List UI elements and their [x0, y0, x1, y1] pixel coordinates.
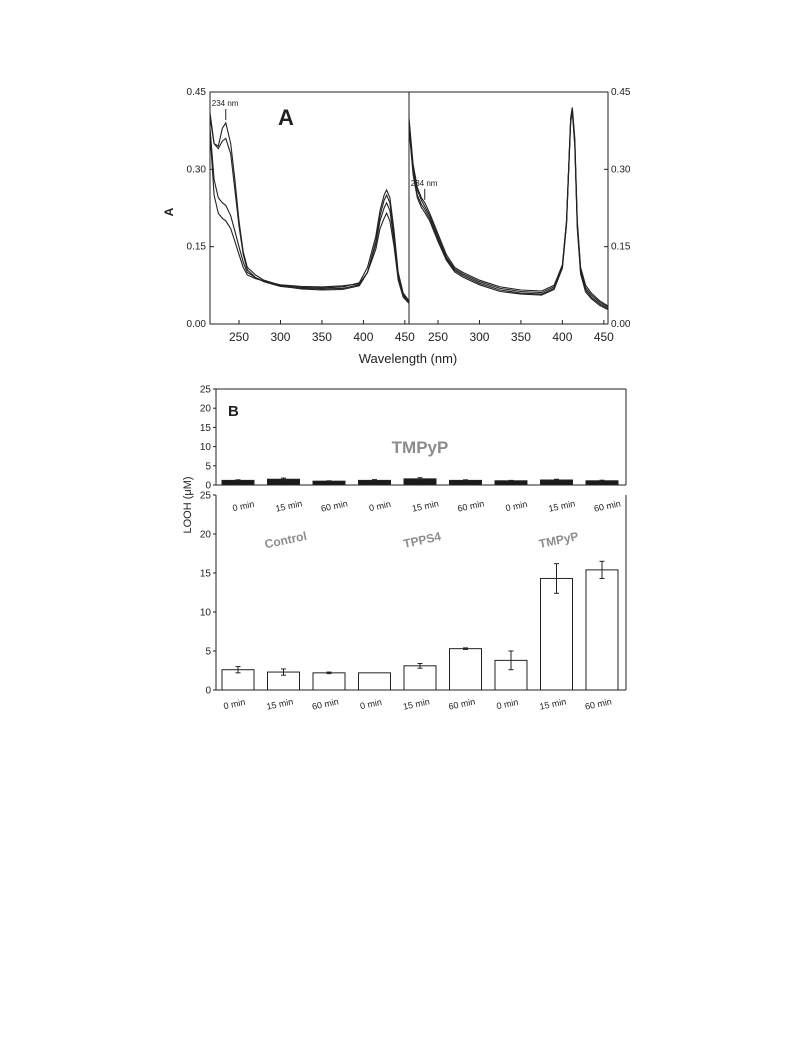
x-tick-label: 350 — [511, 330, 531, 344]
x-tick-label: 400 — [552, 330, 572, 344]
category-label: 60 min — [593, 498, 622, 513]
category-label: 15 min — [402, 696, 431, 711]
category-label: 15 min — [275, 498, 304, 513]
spectrum-line-1 — [210, 112, 409, 302]
panel-b: B LOOH (μM) TMPyP 0 5 10 15 20 25 0 min 15 min 6… — [182, 385, 627, 712]
spectrum-line-3 — [210, 128, 409, 303]
y-tick-label: 0.00 — [611, 319, 631, 330]
category-label: 15 min — [548, 498, 577, 513]
annotation-label: 234 nm — [212, 99, 239, 108]
spectrum-line-2 — [210, 117, 409, 303]
y-tick-label: 10 — [200, 442, 212, 453]
x-tick-label: 250 — [229, 330, 249, 344]
y-tick-label: 25 — [200, 491, 212, 502]
spectrum-line-4 — [409, 111, 608, 311]
x-tick-label: 300 — [469, 330, 489, 344]
panel-b-letter: B — [228, 403, 239, 420]
category-label: 60 min — [457, 498, 486, 513]
y-tick-label: 0.45 — [611, 87, 631, 98]
y-tick-label: 0 — [205, 481, 211, 492]
bar-8 — [540, 577, 573, 691]
group-label: TMPyP — [538, 529, 580, 551]
spectrum-line-3 — [409, 109, 608, 309]
panel-a-letter: A — [278, 105, 294, 130]
spectrum-line-2 — [409, 108, 608, 308]
bar-4 — [358, 672, 391, 691]
group-label: Control — [263, 529, 308, 552]
y-tick-label: 5 — [205, 647, 211, 658]
spectrum-line-4 — [210, 133, 409, 304]
y-tick-label: 10 — [200, 608, 212, 619]
x-tick-label: 400 — [353, 330, 373, 344]
y-tick-label: 0.00 — [187, 319, 207, 330]
y-tick-label: 0.30 — [611, 164, 631, 175]
y-tick-label: 0.15 — [187, 242, 207, 253]
group-label: TPPS4 — [402, 529, 442, 551]
category-label: 0 min — [232, 499, 256, 513]
x-tick-label: 450 — [395, 330, 415, 344]
category-label: 0 min — [368, 499, 392, 513]
panel-a-xlabel: Wavelength (nm) — [359, 351, 458, 366]
y-tick-label: 5 — [205, 461, 211, 472]
spectrum-line-1 — [409, 107, 608, 307]
category-label: 15 min — [266, 696, 295, 711]
y-tick-label: 25 — [200, 385, 212, 396]
panel-a-right-plot: 0.00 0.15 0.30 0.45 250 300 350 400 450 234 nm — [408, 87, 631, 344]
category-label: 15 min — [411, 498, 440, 513]
annotation-label: 234 nm — [411, 179, 438, 188]
category-label: 60 min — [320, 498, 349, 513]
panel-a: A A Wavelength (nm) 0.00 0.15 0.30 0.45 250 3… — [162, 87, 631, 366]
category-label: 60 min — [448, 696, 477, 711]
panel-a-right-frame — [408, 91, 609, 325]
y-tick-label: 15 — [200, 423, 212, 434]
category-label: 60 min — [311, 696, 340, 711]
category-label: 0 min — [496, 697, 520, 711]
y-tick-label: 0.15 — [611, 242, 631, 253]
category-label: 0 min — [359, 697, 383, 711]
y-tick-label: 15 — [200, 569, 212, 580]
panel-a-ylabel: A — [162, 207, 176, 216]
y-tick-label: 0.45 — [187, 87, 207, 98]
x-tick-label: 250 — [428, 330, 448, 344]
x-tick-label: 350 — [312, 330, 332, 344]
panel-b-top-inner-label: TMPyP — [392, 438, 449, 457]
y-tick-label: 20 — [200, 404, 212, 415]
y-tick-label: 0 — [205, 686, 211, 697]
x-tick-label: 300 — [270, 330, 290, 344]
bar-9 — [585, 569, 619, 691]
y-tick-label: 20 — [200, 530, 212, 541]
category-label: 15 min — [539, 696, 568, 711]
panel-b-ylabel: LOOH (μM) — [182, 476, 194, 533]
category-label: 0 min — [223, 697, 247, 711]
category-label: 60 min — [584, 696, 613, 711]
bar-5 — [403, 665, 437, 691]
bar-3 — [312, 672, 346, 691]
panel-b-bottom-plot: 0 5 10 15 20 25 0 min 15 min 60 min 0 min 15 min 60… — [200, 491, 627, 712]
category-label: 0 min — [505, 499, 529, 513]
panel-a-left-plot: 0.00 0.15 0.30 0.45 250 300 350 400 450 234 nm — [187, 87, 416, 344]
y-tick-label: 0.30 — [187, 164, 207, 175]
bar-6 — [449, 648, 482, 691]
x-tick-label: 450 — [594, 330, 614, 344]
